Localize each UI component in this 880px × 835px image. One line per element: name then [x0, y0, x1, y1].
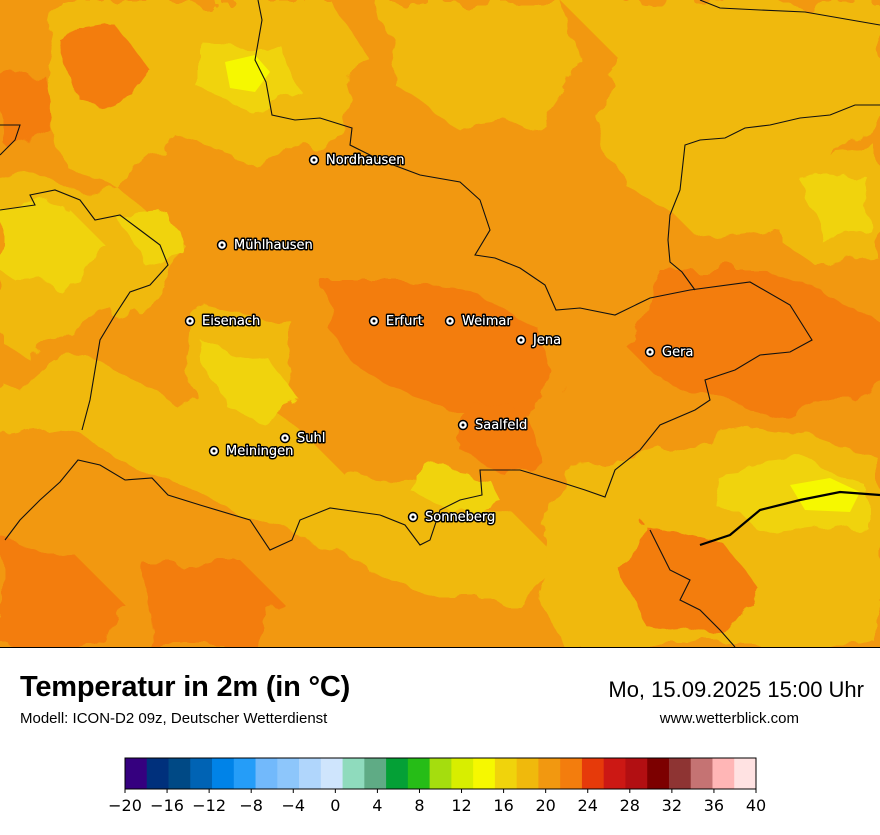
legend-tick-label: 32	[662, 796, 682, 815]
city-label-suhl: Suhl	[297, 431, 325, 446]
legend-tick-label: 28	[620, 796, 640, 815]
legend-tick-label: 0	[330, 796, 340, 815]
legend-bin	[168, 758, 191, 789]
city-label-meiningen: Meiningen	[226, 444, 293, 459]
city-label-sonneberg: Sonneberg	[425, 510, 495, 525]
legend-bin	[190, 758, 213, 789]
city-label-saalfeld: Saalfeld	[475, 418, 527, 433]
legend-tick-label: 24	[578, 796, 598, 815]
state-borders	[0, 0, 880, 647]
map-title: Temperatur in 2m (in °C)	[20, 671, 351, 703]
city-label-eisenach-fill: Eisenach	[202, 314, 260, 329]
legend-bin	[581, 758, 605, 789]
city-label-muehlhausen: Mühlhausen	[234, 238, 313, 253]
legend-bin	[299, 758, 322, 789]
legend-bin	[125, 758, 148, 789]
map-canvas: Nordhausen Nordhausen Mühlhausen Mühlhau…	[0, 0, 880, 647]
legend-bin	[407, 758, 431, 789]
legend-bin	[364, 758, 387, 789]
legend-bin	[494, 758, 518, 789]
legend-tick-label: 36	[704, 796, 724, 815]
city-label-muehlhausen-fill: Mühlhausen	[234, 238, 313, 253]
city-label-nordhausen-fill: Nordhausen	[326, 153, 405, 168]
legend-bin	[560, 758, 583, 789]
city-label-gera-fill: Gera	[662, 345, 693, 360]
legend-tick-label: 8	[414, 796, 424, 815]
website-link[interactable]: www.wetterblick.com	[659, 710, 799, 727]
legend-bin	[712, 758, 735, 789]
temperature-map: Nordhausen Nordhausen Mühlhausen Mühlhau…	[0, 0, 880, 648]
city-label-sonneberg-fill: Sonneberg	[425, 510, 495, 525]
legend-bin	[342, 758, 365, 789]
legend-bin	[690, 758, 713, 789]
legend-bin	[734, 758, 757, 789]
city-suhl: Suhl Suhl	[279, 430, 327, 448]
city-weimar: Weimar Weimar	[444, 313, 514, 331]
legend-tick-label: 16	[493, 796, 513, 815]
city-label-jena: Jena	[532, 333, 561, 348]
legend-bin	[233, 758, 256, 789]
warm-spot	[225, 55, 270, 92]
legend-tick-label: −12	[192, 796, 226, 815]
legend-bin	[668, 758, 692, 789]
city-gera: Gera Gera	[644, 344, 695, 362]
legend-scale: −20 −16 −12 −8 −4 0 4 8 12 16 20 24 28 32 36 40	[108, 757, 766, 815]
city-label-suhl-fill: Suhl	[297, 431, 325, 446]
city-nordhausen: Nordhausen Nordhausen	[308, 152, 406, 170]
legend-bin	[386, 758, 409, 789]
city-erfurt: Erfurt Erfurt	[368, 313, 424, 331]
legend-bin	[538, 758, 561, 789]
legend-tick-label: −20	[108, 796, 142, 815]
legend-tick-label: −16	[150, 796, 184, 815]
legend-bin	[625, 758, 648, 789]
city-jena: Jena Jena	[515, 332, 563, 350]
legend-bin	[429, 758, 452, 789]
city-saalfeld: Saalfeld Saalfeld	[457, 417, 529, 435]
city-markers: Nordhausen Nordhausen Mühlhausen Mühlhau…	[184, 152, 695, 527]
legend-bin	[255, 758, 278, 789]
legend-bin	[451, 758, 474, 789]
legend-bin	[473, 758, 496, 789]
city-label-erfurt-fill: Erfurt	[386, 314, 423, 329]
legend-tick-label: −4	[281, 796, 305, 815]
city-label-weimar: Weimar	[462, 314, 512, 329]
city-label-nordhausen: Nordhausen	[326, 153, 405, 168]
legend-tick-label: 4	[372, 796, 382, 815]
city-label-weimar-fill: Weimar	[462, 314, 512, 329]
legend-tick-label: 40	[746, 796, 766, 815]
legend-tick-label: −8	[239, 796, 263, 815]
legend-bin	[516, 758, 539, 789]
legend-bin	[647, 758, 670, 789]
national-border	[699, 490, 880, 547]
city-label-erfurt: Erfurt	[386, 314, 423, 329]
legend-frame	[124, 757, 757, 790]
city-label-jena-fill: Jena	[532, 333, 561, 348]
model-info: Modell: ICON-D2 09z, Deutscher Wetterdie…	[20, 710, 328, 727]
city-label-meiningen-fill: Meiningen	[226, 444, 293, 459]
city-label-eisenach: Eisenach	[202, 314, 260, 329]
city-meiningen: Meiningen Meiningen	[208, 443, 295, 461]
legend-tick-label: 12	[451, 796, 471, 815]
legend-bin	[212, 758, 235, 789]
legend-bin	[146, 758, 169, 789]
city-label-saalfeld-fill: Saalfeld	[475, 418, 527, 433]
legend-bin	[603, 758, 626, 789]
color-legend: −20 −16 −12 −8 −4 0 4 8 12 16 20 24 28 32 36 40	[0, 755, 880, 830]
city-eisenach: Eisenach Eisenach	[184, 313, 262, 331]
valid-datetime: Mo, 15.09.2025 15:00 Uhr	[608, 677, 864, 702]
legend-tick-label: 20	[535, 796, 555, 815]
temperature-shading	[0, 0, 880, 647]
legend-bin	[320, 758, 343, 789]
legend-bin	[277, 758, 300, 789]
city-muehlhausen: Mühlhausen Mühlhausen	[216, 237, 314, 255]
city-sonneberg: Sonneberg Sonneberg	[407, 509, 497, 527]
city-label-gera: Gera	[662, 345, 693, 360]
